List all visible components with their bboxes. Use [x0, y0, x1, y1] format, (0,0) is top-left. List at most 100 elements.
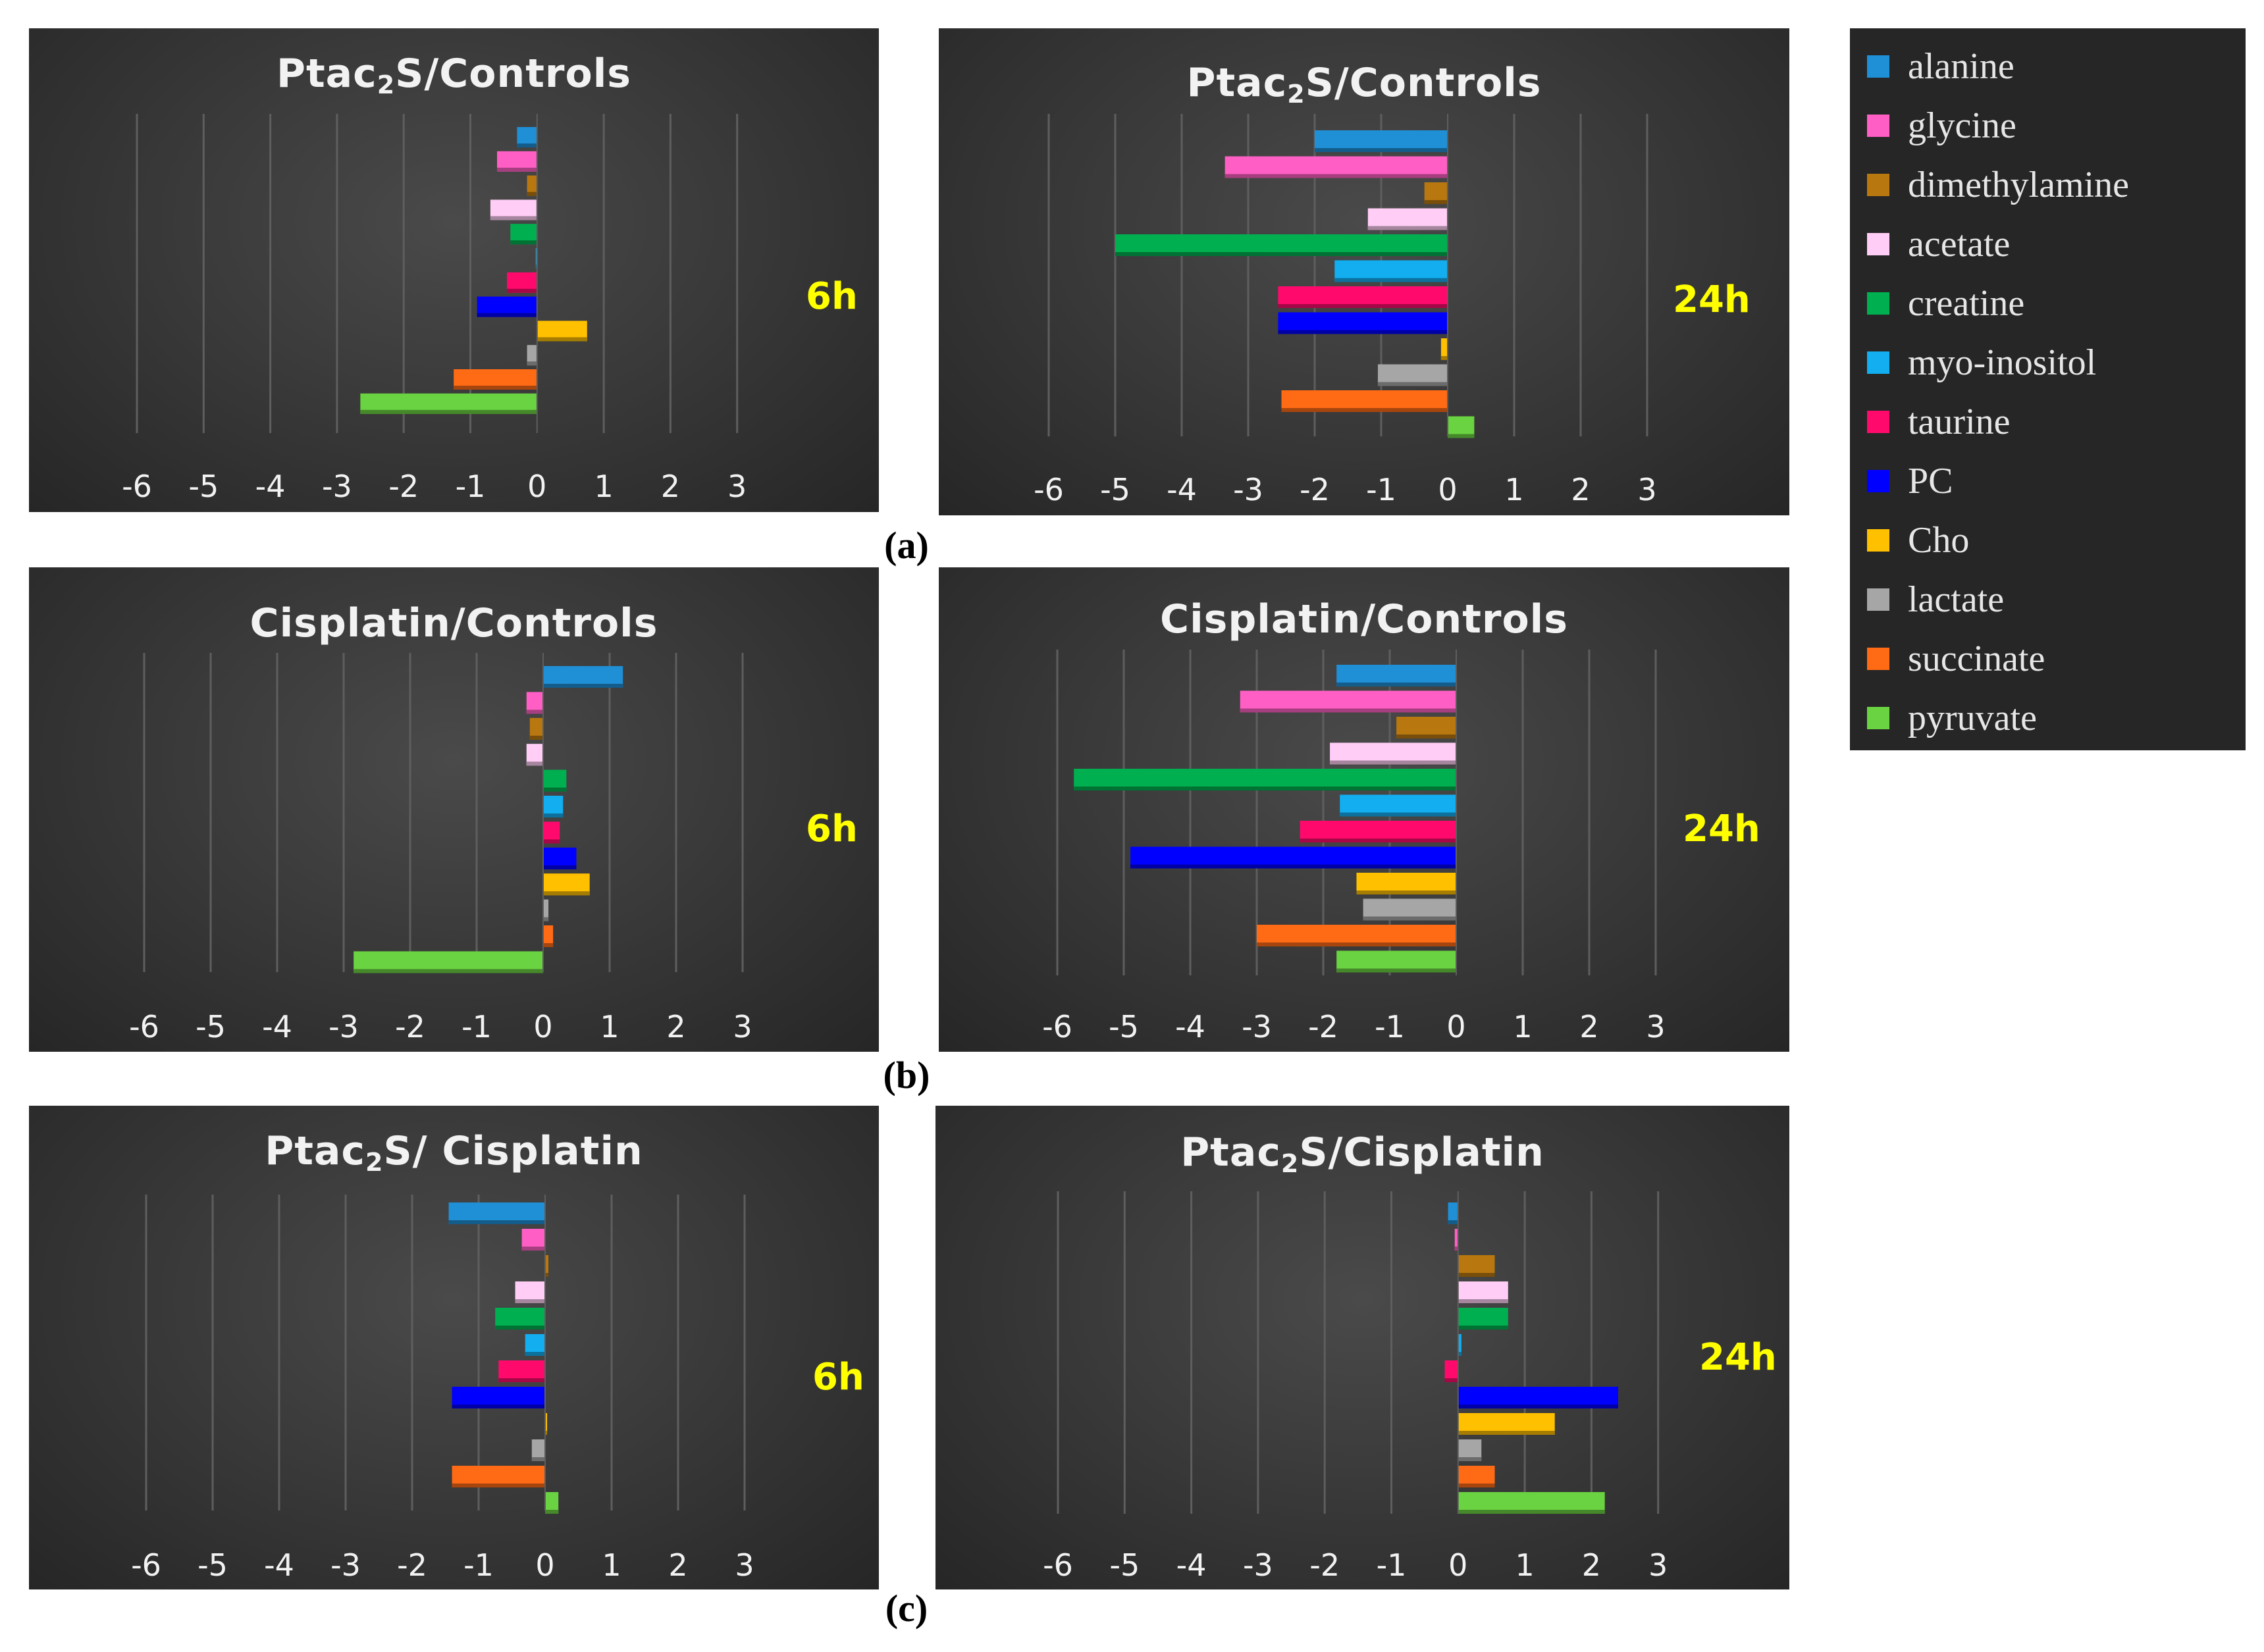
bar-shadow [1115, 252, 1448, 256]
bar-shadow [1336, 683, 1456, 686]
tick-label: -2 [1309, 1547, 1340, 1583]
bar-succinate [454, 369, 537, 390]
bar-dimethylamine [527, 175, 537, 196]
bar-shadow [360, 409, 537, 414]
time-label: 6h [812, 1356, 864, 1399]
bar-fill [545, 1413, 548, 1435]
bar-creatine [1074, 769, 1456, 790]
tick-label: 1 [1515, 1547, 1534, 1583]
bar-shadow [517, 143, 537, 147]
tick-label: -4 [1176, 1547, 1207, 1583]
bar-glycine [497, 151, 537, 172]
bar-glycine [1224, 156, 1448, 178]
bar-shadow [543, 684, 623, 688]
bar-shadow [1334, 278, 1448, 282]
tick-label: 0 [1446, 1009, 1465, 1045]
bar-dimethylamine [1424, 182, 1448, 204]
tick-label: 3 [727, 469, 747, 504]
bar-creatine [495, 1308, 545, 1329]
bar-creatine [1115, 234, 1448, 256]
chart-c-24h: Ptac2S/Cisplatin -6 -5 -4 -3 -2 -1 0 1 2 3 24h [935, 1106, 1789, 1589]
bar-shadow [1336, 968, 1456, 973]
tick-label: -6 [122, 469, 152, 504]
bar-dimethylamine [1458, 1255, 1495, 1277]
tick-label: -4 [264, 1547, 294, 1583]
bar-fill [543, 899, 549, 921]
bar-shadow [1458, 1352, 1461, 1356]
tick-label: 3 [1646, 1009, 1665, 1045]
legend-swatch [1867, 115, 1889, 137]
tick-label: -6 [1034, 472, 1064, 507]
bar-chart: -6 -5 -4 -3 -2 -1 0 1 2 3 [131, 1195, 754, 1583]
chart-title: Ptac2S/Controls [276, 51, 632, 99]
tick-label: -4 [1175, 1009, 1205, 1045]
bar-Cho [543, 873, 590, 896]
bar-shadow [1224, 174, 1448, 178]
legend-item: dimethylamine [1867, 165, 2129, 205]
bar-shadow [1315, 148, 1448, 152]
bar-shadow [452, 1405, 545, 1408]
legend-item: Cho [1867, 520, 1969, 561]
bar-shadow [1281, 408, 1448, 412]
bar-shadow [1340, 812, 1456, 817]
tick-label: 3 [733, 1009, 752, 1045]
tick-label: 2 [661, 469, 680, 504]
bar-shadow [448, 1220, 545, 1224]
bar-shadow [1377, 382, 1448, 386]
bar-fill [529, 717, 543, 740]
tick-label: -3 [1242, 1009, 1272, 1045]
legend-swatch [1867, 529, 1889, 552]
tick-label: -3 [1243, 1547, 1273, 1583]
chart-a-6h: Ptac2S/Controls -6 -5 -4 -3 -2 -1 0 1 2 3 6h [29, 28, 879, 512]
bar-shadow [1240, 708, 1456, 713]
chart-title: Ptac2S/Cisplatin [1180, 1129, 1544, 1178]
bar-dimethylamine [1396, 717, 1456, 738]
legend-item: alanine [1867, 46, 2014, 87]
legend-item: creatine [1867, 283, 2024, 324]
bar-shadow [507, 288, 537, 293]
legend-item: pyruvate [1867, 698, 2037, 738]
bar-acetate [526, 744, 543, 766]
bar-myo-inositol [525, 1334, 545, 1356]
bar-shadow [1440, 356, 1448, 360]
bar-PC [1130, 846, 1456, 869]
legend-swatch [1867, 648, 1889, 670]
bar-shadow [510, 240, 537, 245]
bar-PC [543, 847, 577, 869]
tick-label: -4 [262, 1009, 292, 1045]
bar-shadow [1444, 1378, 1458, 1382]
chart-title: Ptac2S/ Cisplatin [265, 1128, 643, 1177]
bar-alanine [1315, 130, 1448, 152]
bar-shadow [537, 337, 587, 342]
bar-lactate [1458, 1439, 1482, 1461]
tick-label: -5 [197, 1547, 228, 1583]
panel-label-b: (b) [883, 1054, 930, 1097]
panel-label-a: (a) [884, 524, 929, 567]
chart-a-24h: Ptac2S/Controls -6 -5 -4 -3 -2 -1 0 1 2 3 24h [939, 28, 1789, 515]
tick-label: 1 [602, 1547, 621, 1583]
bar-shadow [543, 839, 560, 844]
legend-swatch [1867, 470, 1889, 492]
tick-label: -2 [395, 1009, 425, 1045]
bar-fill [1458, 1334, 1461, 1356]
bar-taurine [1300, 821, 1456, 842]
bar-lactate [1377, 364, 1448, 386]
tick-label: 1 [600, 1009, 619, 1045]
bar-shadow [531, 1457, 545, 1461]
bar-creatine [543, 769, 567, 792]
bar-acetate [490, 199, 537, 220]
bar-myo-inositol [1340, 794, 1456, 817]
legend-swatch [1867, 292, 1889, 315]
bar-shadow [545, 1510, 559, 1514]
bar-acetate [515, 1281, 545, 1303]
time-label: 6h [806, 275, 858, 318]
bar-lactate [543, 899, 549, 921]
legend-item: acetate [1867, 224, 2010, 265]
bar-fill [531, 1439, 545, 1461]
bar-shadow [527, 361, 537, 366]
bar-Cho [537, 321, 587, 342]
chart-c-6h: Ptac2S/ Cisplatin -6 -5 -4 -3 -2 -1 0 1 2 3 6h [29, 1106, 879, 1589]
bar-lactate [531, 1439, 545, 1461]
bar-lactate [1363, 898, 1456, 921]
bar-glycine [521, 1229, 545, 1251]
